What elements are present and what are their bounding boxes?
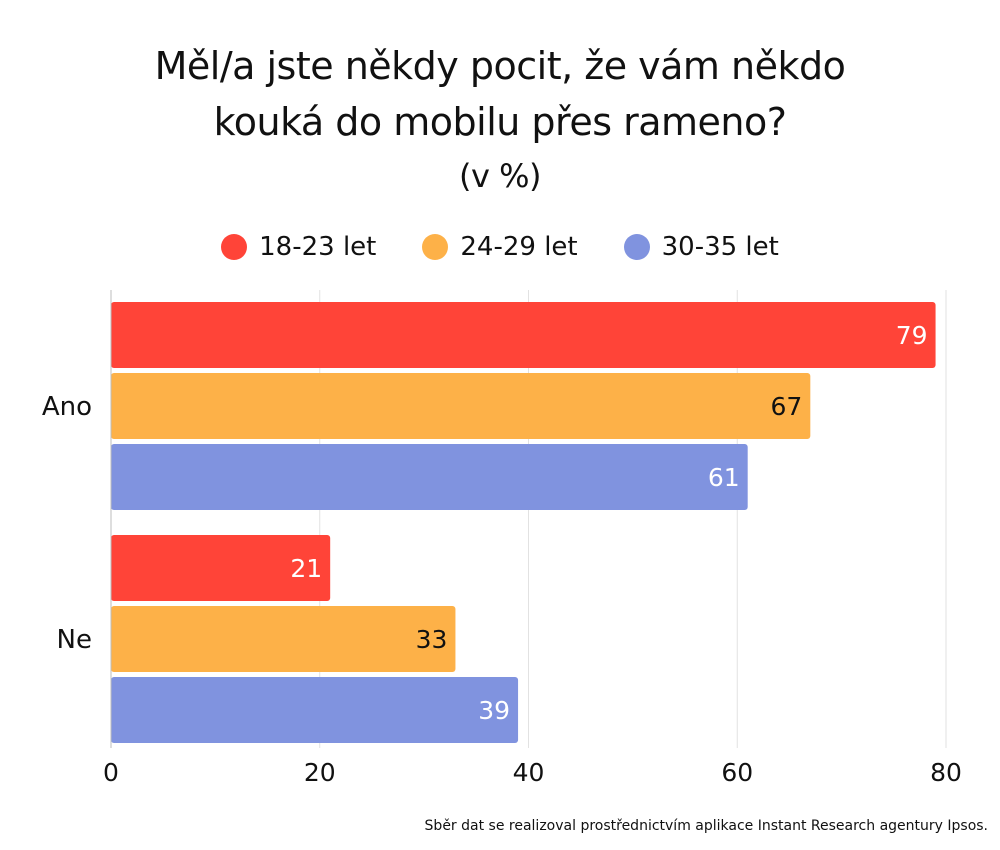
legend-label-18-23: 18-23 let: [259, 232, 377, 262]
legend: 18-23 let 24-29 let 30-35 let: [0, 232, 1000, 262]
x-tick-label: 20: [304, 758, 336, 787]
legend-label-30-35: 30-35 let: [661, 232, 779, 262]
legend-swatch-24-29: [422, 234, 449, 260]
chart-subtitle: (v %): [459, 157, 541, 195]
bar-value-label: 67: [771, 392, 803, 421]
bar: [111, 373, 811, 439]
legend-item-30-35: 30-35 let: [623, 232, 779, 262]
bar-value-label: 33: [416, 625, 448, 654]
bar-value-label: 39: [478, 696, 510, 725]
chart-title-line-1: Měl/a jste někdy pocit, že vám někdo: [154, 44, 846, 88]
category-label: Ano: [42, 392, 92, 422]
x-tick-label: 0: [103, 758, 119, 787]
bar-value-label: 79: [896, 321, 928, 350]
x-tick-label: 80: [930, 758, 962, 787]
chart-title-line-2: kouká do mobilu přes rameno?: [213, 100, 787, 144]
bar: [111, 677, 519, 743]
x-tick-label: 40: [513, 758, 545, 787]
legend-item-24-29: 24-29 let: [422, 232, 578, 262]
legend-swatch-30-35: [623, 234, 650, 260]
bar: [111, 444, 748, 510]
bar-value-label: 21: [290, 554, 322, 583]
footnote: Sběr dat se realizoval prostřednictvím a…: [424, 818, 988, 834]
bar: [111, 302, 936, 368]
bar: [111, 535, 331, 601]
legend-item-18-23: 18-23 let: [221, 232, 376, 262]
x-tick-label: 60: [721, 758, 753, 787]
category-label: Ne: [57, 625, 92, 655]
bar-value-label: 61: [708, 463, 740, 492]
legend-swatch-18-23: [221, 234, 248, 260]
bar: [111, 606, 456, 672]
legend-label-24-29: 24-29 let: [460, 232, 578, 262]
